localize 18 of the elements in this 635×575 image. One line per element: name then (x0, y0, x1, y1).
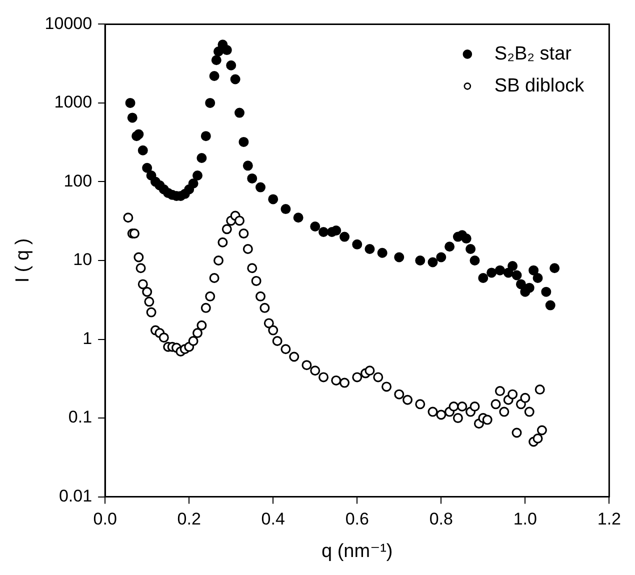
y-tick-label: 0.1 (68, 408, 92, 427)
y-tick-label: 100 (64, 171, 92, 190)
x-axis-title: q (nm⁻¹) (322, 540, 393, 562)
x-tick-label: 0.8 (429, 510, 453, 529)
legend-label: SB diblock (494, 75, 585, 96)
y-axis-title: I ( q ) (12, 238, 34, 283)
x-tick-label: 1.2 (597, 510, 622, 529)
legend-label: S₂B₂ star (494, 43, 572, 64)
x-tick-label: 0.0 (93, 510, 117, 529)
y-tick-label: 1000 (54, 92, 92, 112)
x-tick-label: 0.6 (345, 510, 369, 529)
y-tick-label: 0.01 (58, 486, 92, 506)
x-tick-label: 1.0 (513, 510, 537, 529)
y-tick-label: 10000 (44, 14, 92, 33)
y-tick-label: 1 (82, 328, 92, 348)
x-tick-label: 0.4 (261, 510, 285, 529)
x-tick-label: 0.2 (177, 510, 201, 529)
y-tick-label: 10 (73, 250, 92, 270)
